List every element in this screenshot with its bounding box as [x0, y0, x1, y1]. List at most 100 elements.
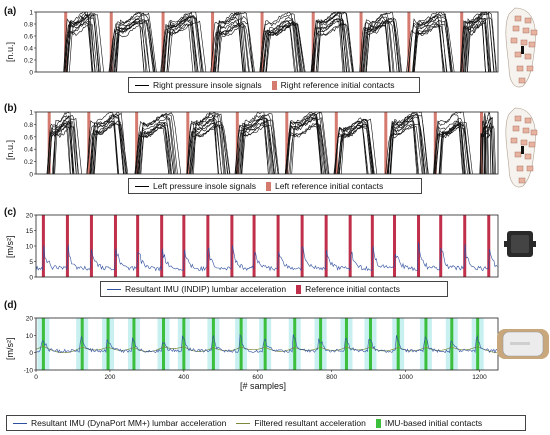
insole-signal-b-4-10	[238, 123, 274, 175]
ic-marker-c-4	[136, 215, 140, 277]
legend-a-patch-swatch	[271, 80, 277, 90]
ic-marker-b-4	[235, 112, 239, 174]
right-insole-illustration-icon-sensor-7	[528, 41, 536, 48]
right-insole-illustration-icon-sensor-0	[514, 15, 522, 22]
ic-marker-d-8	[263, 318, 267, 370]
ic-marker-d-0	[41, 318, 45, 370]
insole-signal-a-4-8	[263, 24, 303, 73]
insole-signal-a-7-10	[412, 23, 445, 73]
left-insole-illustration-icon-sensor-11	[526, 165, 534, 172]
ytick-label-b-3: 0.6	[24, 134, 33, 141]
insole-signal-b-2-7	[134, 112, 182, 175]
ic-marker-c-17	[439, 215, 443, 277]
legend-d-label-1: Filtered resultant acceleration	[254, 418, 366, 428]
ic-marker-c-7	[206, 215, 210, 277]
legend-d: Resultant IMU (DynaPort MM+) lumbar acce…	[6, 415, 526, 431]
right-insole-illustration-icon-sensor-8	[514, 51, 522, 58]
ytick-label-c-3: 15	[26, 228, 34, 235]
ic-marker-c-13	[348, 215, 352, 277]
ytick-label-b-4: 0.8	[24, 122, 33, 129]
right-insole-illustration-icon-sensor-2	[512, 25, 520, 32]
insole-signal-b-8-11	[433, 124, 471, 175]
ytick-label-a-5: 1	[29, 10, 33, 17]
insole-signal-a-6-3	[361, 11, 400, 73]
insole-signal-b-0-11	[46, 115, 74, 175]
right-insole-illustration-icon-sensor-11	[526, 65, 534, 72]
left-insole-illustration-icon-sensor-1	[524, 117, 532, 124]
xtick-label-d-5: 1000	[398, 374, 413, 381]
legend-c-line-swatch	[107, 288, 121, 290]
left-insole-illustration-icon-sensor-0	[514, 115, 522, 122]
insole-signal-b-9-9	[479, 125, 494, 175]
left-insole-illustration-icon-sensor-7	[528, 141, 536, 148]
right-insole-illustration-icon-sensor-6	[520, 39, 528, 46]
indip-sensor-face	[511, 235, 529, 253]
insole-signal-b-5-11	[286, 114, 323, 175]
insole-signal-a-8-10	[460, 12, 486, 73]
insole-signal-a-4-11	[262, 20, 301, 73]
panel-a-plot: 0 0.2 0.4 0.6 0.8 1	[24, 10, 499, 77]
panel-a-letter: (a)	[4, 6, 17, 17]
insole-signal-b-3-6	[193, 111, 219, 175]
ic-marker-a-3	[211, 12, 215, 72]
ic-marker-a-6	[359, 12, 363, 72]
insole-signal-a-1-10	[108, 21, 155, 73]
ic-marker-d-16	[476, 318, 480, 370]
legend-b-label-0: Left pressure insole signals	[153, 181, 257, 191]
ic-marker-a-8	[460, 12, 464, 72]
insole-signal-b-6-9	[334, 118, 374, 175]
right-insole-illustration-icon-sensor-5	[510, 37, 518, 44]
dynaport-sensor-icon	[497, 329, 549, 359]
insole-signal-b-5-8	[285, 123, 327, 175]
ic-marker-c-9	[252, 215, 256, 277]
insole-signal-b-1-5	[86, 111, 119, 175]
ic-marker-d-10	[319, 318, 323, 370]
insole-signal-b-7-2	[390, 115, 418, 175]
insole-signal-a-3-8	[217, 24, 250, 73]
legend-c-label-1: Reference initial contacts	[305, 284, 401, 294]
ytick-label-a-3: 0.6	[24, 34, 33, 41]
insole-signal-b-5-10	[291, 113, 322, 175]
insole-signal-a-5-1	[313, 20, 348, 73]
legend-d-label-2: IMU-based initial contacts	[384, 418, 483, 428]
ic-marker-c-1	[65, 215, 69, 277]
right-insole-illustration-icon-sensor-4	[530, 29, 538, 36]
ic-marker-b-6	[334, 112, 338, 174]
insole-signal-b-2-10	[138, 112, 178, 175]
insole-signal-a-4-4	[259, 20, 296, 73]
xtick-label-d-4: 800	[326, 374, 337, 381]
ic-marker-d-4	[162, 318, 166, 370]
left-insole-illustration-icon-sensor-5	[510, 137, 518, 144]
ic-marker-d-2	[106, 318, 110, 370]
imu-indip-series	[35, 242, 498, 272]
insole-signal-b-2-11	[138, 121, 171, 175]
insole-signal-a-6-0	[365, 14, 391, 73]
ic-marker-b-5	[285, 112, 289, 174]
ic-marker-b-2	[135, 112, 139, 174]
insole-signal-b-7-6	[390, 120, 419, 175]
left-insole-illustration-icon-sensor-3	[522, 127, 530, 134]
legend-a-label-0: Right pressure insole signals	[153, 80, 262, 90]
insole-signal-b-1-9	[93, 112, 127, 175]
insole-signal-a-8-11	[465, 11, 497, 73]
legend-b-label-1: Left reference initial contacts	[275, 181, 384, 191]
legend-b: Left pressure insole signals Left refere…	[128, 178, 422, 194]
ic-marker-b-7	[384, 112, 388, 174]
insole-signal-b-8-7	[434, 121, 473, 175]
ic-marker-c-14	[370, 215, 374, 277]
ic-marker-d-1	[80, 318, 84, 370]
insole-signal-a-2-5	[160, 15, 204, 73]
ytick-label-c-0: 0	[29, 275, 33, 282]
ic-marker-a-7	[407, 12, 411, 72]
legend-a: Right pressure insole signals Right refe…	[128, 77, 420, 93]
panel-a-axes	[35, 11, 499, 73]
ytick-label-c-2: 10	[26, 244, 34, 251]
insole-signal-a-2-10	[164, 11, 203, 73]
insole-signal-b-7-10	[389, 123, 419, 175]
ytick-label-c-4: 20	[26, 213, 34, 220]
ic-marker-c-0	[41, 215, 45, 277]
insole-signal-b-8-2	[434, 118, 468, 175]
ytick-label-c-1: 5	[29, 259, 33, 266]
left-insole-illustration-icon-sensor-6	[520, 139, 528, 146]
